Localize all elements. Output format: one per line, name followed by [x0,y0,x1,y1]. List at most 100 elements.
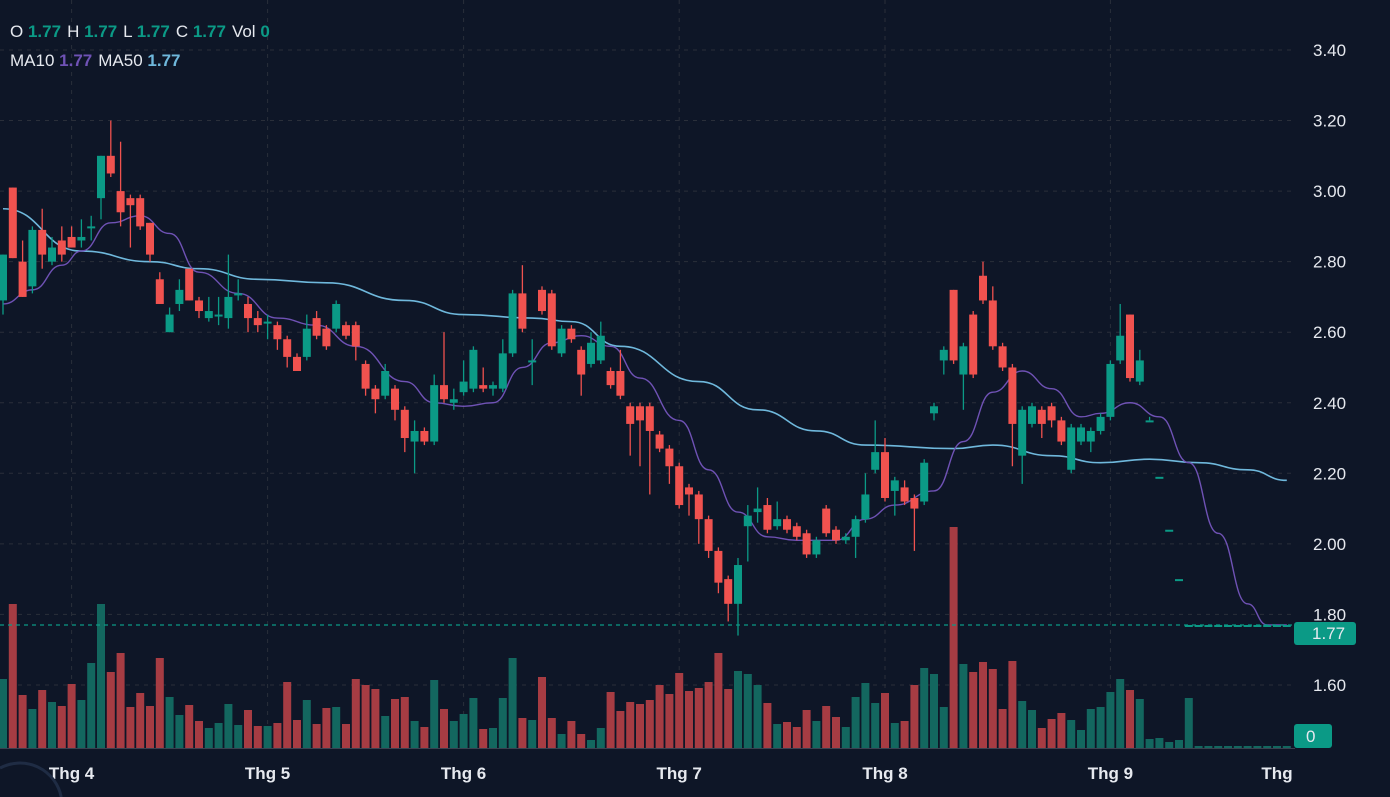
price-tick-label: 2.40 [1313,394,1346,413]
candle [175,279,184,312]
candle-body [1194,624,1203,627]
volume-bar [28,709,37,748]
candle-body [1028,406,1036,424]
candle-body [812,540,821,555]
volume-bar [1194,746,1203,748]
volume-bar [988,669,997,748]
candle-body [841,536,850,541]
candle [48,236,56,266]
volume-bar [1116,679,1125,748]
volume-bar [97,604,105,748]
candle-body [0,254,7,301]
candle-body [645,406,654,431]
candle [126,194,135,248]
time-tick-label: Thg 8 [862,764,907,783]
volume-bar [1067,720,1076,748]
volume-bar [204,728,213,748]
volume-bar [430,680,439,748]
time-axis[interactable]: Thg 4 Thg 5 Thg 6 Thg 7 Thg 8 Thg 9 Thg [49,764,1293,783]
candle-body [1116,335,1125,361]
candle [1214,624,1223,627]
volume-bar [841,727,850,748]
candle-body [263,321,272,324]
candle [1135,349,1144,386]
candle [449,388,458,410]
candle [1175,579,1183,582]
candle-body [449,399,458,403]
candle-body [38,229,47,255]
time-tick-label: Thg 7 [657,764,702,783]
candle [381,363,390,400]
candle-body [1273,624,1281,627]
candle [440,332,448,403]
candle [273,321,282,350]
volume-bar [577,734,586,748]
candle [253,311,262,333]
candle [528,339,537,386]
price-axis[interactable]: 3.40 3.20 3.00 2.80 2.60 2.40 2.20 2.00 1.80 1.60 [1313,41,1346,695]
candle [1086,427,1095,453]
volume-bar [0,679,7,748]
price-tick-label: 1.60 [1313,676,1346,695]
volume-bar [881,693,889,748]
volume-bar [1126,690,1134,748]
volume-bar [557,734,566,748]
candle-body [596,335,605,361]
last-volume-badge: 0 [1294,724,1332,748]
candle [244,296,252,333]
candle-body [1037,409,1046,424]
volume-bar [351,679,360,748]
candle [1165,529,1174,532]
candle-body [459,381,468,393]
volume-bar [812,721,821,748]
volume-bar [1224,746,1232,748]
candle [871,420,880,474]
volume-bar [969,672,978,748]
candle-body [371,388,380,400]
candle [136,194,145,230]
candle [557,325,566,357]
candle [920,459,929,506]
volume-bar [283,682,292,748]
ma10-label: MA10 [10,51,55,70]
candle-body [988,300,997,347]
candle-body [8,187,17,259]
volume-bar [1184,698,1193,748]
volume-bar [1086,709,1095,748]
candle [106,120,115,177]
volume-bar [342,724,350,748]
volume-bar [234,725,243,748]
volume-bar [704,682,713,748]
candle-body [1135,360,1144,382]
candle [822,505,831,537]
ma10-line [2,215,1287,626]
open-value: 1.77 [27,22,62,41]
candle-body [351,325,360,347]
candle-body [724,579,733,604]
volume-bar [694,688,703,748]
candle [812,536,821,558]
candle [890,476,899,516]
candle [949,289,958,364]
candle [57,226,66,262]
volume-bar [57,706,66,748]
candle-body [195,300,203,312]
candle-body [714,550,723,583]
candle-body [832,529,840,541]
candle [969,311,978,379]
volume-bar [714,653,723,748]
candle-body [1096,416,1105,431]
candle [185,268,194,301]
volume-bar [420,727,429,748]
last-volume-value: 0 [1306,727,1315,746]
candle [802,529,811,558]
time-tick-label: Thg 5 [245,764,290,783]
candle-body [861,494,870,520]
candle-body [1204,624,1213,627]
price-tick-label: 3.20 [1313,112,1346,131]
candle-body [998,346,1007,368]
candle [302,314,311,361]
candle-body [694,494,703,520]
candle [410,420,419,474]
